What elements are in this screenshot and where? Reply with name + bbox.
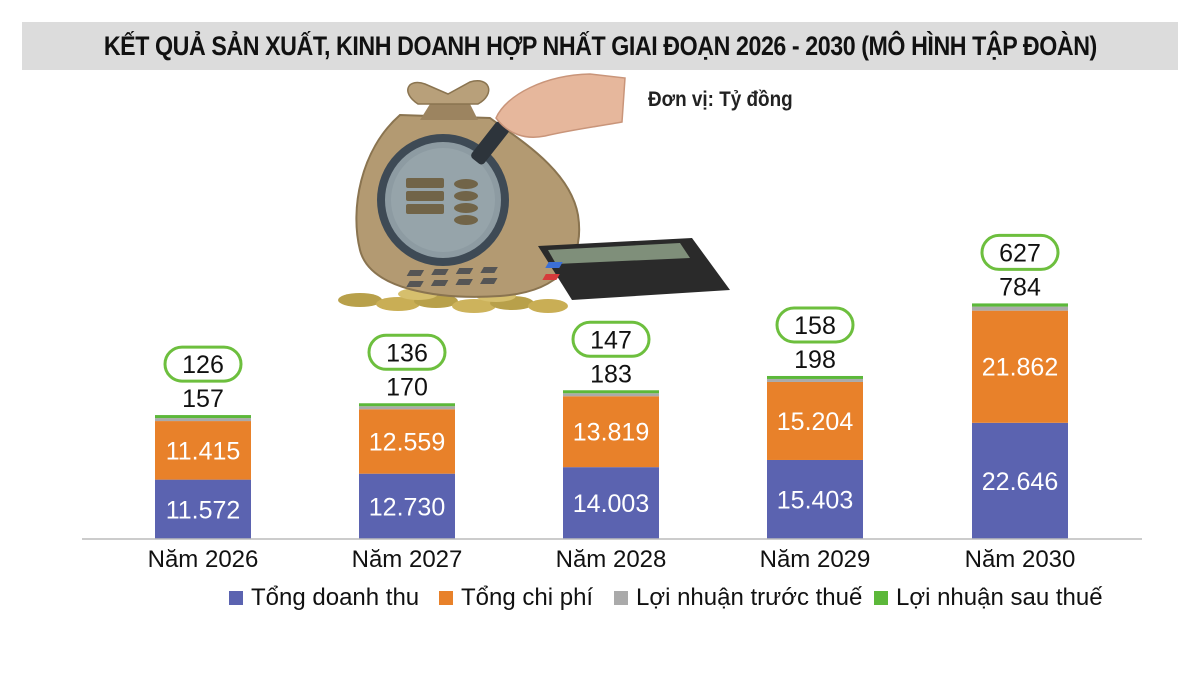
coins-pile <box>338 288 568 313</box>
profit-before-tax-label: 784 <box>999 273 1041 301</box>
bar-segment <box>155 415 251 419</box>
legend-swatch <box>229 591 243 605</box>
profit-before-tax-label: 157 <box>182 385 224 413</box>
profit-after-tax-badge <box>163 345 243 383</box>
profit-after-tax-badge <box>775 306 855 344</box>
bar-segment <box>563 396 659 468</box>
bar-segment <box>563 467 659 539</box>
bar-segment <box>155 421 251 480</box>
bar-value-label: 13.819 <box>573 419 649 447</box>
bar-value-label: 21.862 <box>982 354 1058 382</box>
bar-segment <box>563 390 659 394</box>
bar-value-label: 15.403 <box>777 486 853 514</box>
bar-value-label: 11.572 <box>166 496 241 524</box>
category-label: Năm 2026 <box>148 546 259 573</box>
bars-layer <box>155 303 1068 539</box>
bar-segment <box>359 473 455 539</box>
bar-value-label: 12.730 <box>369 493 445 521</box>
legend-label: Tổng doanh thu <box>251 584 419 611</box>
bar-value-label: 11.415 <box>166 437 241 465</box>
category-label: Năm 2030 <box>965 546 1076 573</box>
profit-after-tax-label: 158 <box>794 312 836 340</box>
bar-segment <box>155 479 251 539</box>
bar-segment <box>359 406 455 410</box>
bar-segment <box>767 378 863 382</box>
bar-segment <box>767 381 863 460</box>
bar-value-label: 22.646 <box>982 468 1058 496</box>
bar-value-label: 15.204 <box>777 408 854 436</box>
profit-after-tax-badge <box>980 233 1060 271</box>
legend-label: Lợi nhuận sau thuế <box>896 584 1103 611</box>
bar-segment <box>972 310 1068 423</box>
category-labels: Năm 2026 Năm 2027 Năm 2028 Năm 2029 Năm 2030 <box>148 546 1076 573</box>
money-bag-illustration <box>338 73 730 313</box>
bar-segment <box>359 409 455 474</box>
legend: Tổng doanh thu Tổng chi phí Lợi nhuận trướ… <box>229 584 1103 611</box>
chart-title: KẾT QUẢ SẢN XUẤT, KINH DOANH HỢP NHẤT GI… <box>103 30 1097 61</box>
bar-value-label: 12.559 <box>369 428 445 456</box>
profit-before-tax-label: 170 <box>386 373 428 401</box>
bar-segment <box>972 422 1068 539</box>
category-label: Năm 2027 <box>352 546 463 573</box>
profit-after-tax-label: 147 <box>590 326 632 354</box>
bar-value-label: 14.003 <box>573 490 649 518</box>
profit-before-tax-label: 198 <box>794 346 836 374</box>
profit-after-tax-badge <box>571 320 651 358</box>
legend-label: Lợi nhuận trước thuế <box>636 584 863 611</box>
legend-swatch <box>874 591 888 605</box>
bar-segment <box>155 418 251 422</box>
title-bar: KẾT QUẢ SẢN XUẤT, KINH DOANH HỢP NHẤT GI… <box>22 22 1178 70</box>
legend-swatch <box>439 591 453 605</box>
profit-after-tax-label: 627 <box>999 239 1041 267</box>
labels-layer: 11.572 11.415 157 126 12.730 12.559 170 136 14.0… <box>163 233 1060 524</box>
category-label: Năm 2028 <box>556 546 667 573</box>
legend-label: Tổng chi phí <box>461 584 593 611</box>
bar-segment <box>767 375 863 379</box>
calculator-icon <box>406 238 730 300</box>
profit-after-tax-label: 136 <box>386 339 428 367</box>
profit-before-tax-label: 183 <box>590 360 632 388</box>
bar-segment <box>972 303 1068 307</box>
bar-segment <box>767 459 863 539</box>
profit-after-tax-badge <box>367 333 447 371</box>
hand-icon <box>495 73 626 138</box>
legend-swatch <box>614 591 628 605</box>
bar-segment <box>359 403 455 407</box>
bar-segment <box>972 306 1068 311</box>
bar-segment <box>563 393 659 397</box>
sack-neck <box>420 104 478 120</box>
category-label: Năm 2029 <box>760 546 871 573</box>
unit-label: Đơn vị: Tỷ đồng <box>648 88 793 111</box>
profit-after-tax-label: 126 <box>182 351 224 379</box>
